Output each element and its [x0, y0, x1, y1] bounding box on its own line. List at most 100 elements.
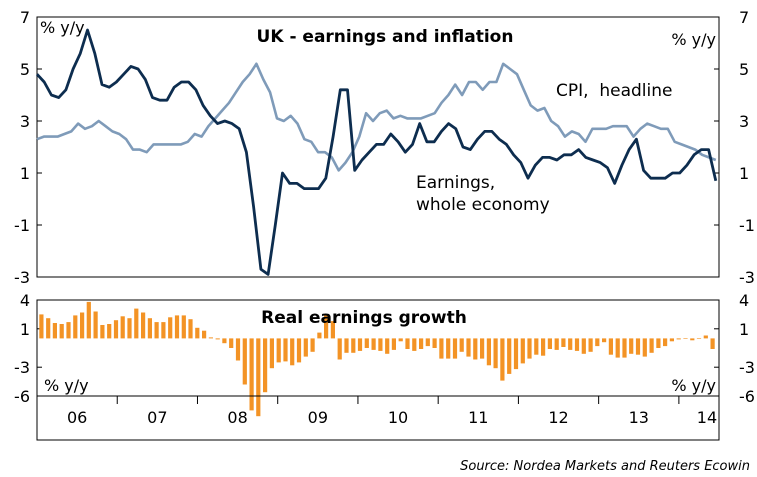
real-earnings-bar — [574, 338, 580, 351]
real-earnings-bar — [188, 319, 193, 339]
real-earnings-bar — [602, 338, 607, 343]
real-earnings-bar — [649, 338, 654, 353]
real-earnings-bar — [527, 338, 532, 359]
top-right-tick-label: 1 — [739, 164, 749, 183]
x-tick-label: 14 — [697, 408, 717, 427]
bottom-left-tick-label: -6 — [14, 387, 30, 406]
real-earnings-bar — [663, 338, 668, 347]
real-earnings-bar — [493, 338, 498, 369]
real-earnings-bar — [134, 308, 139, 339]
real-earnings-bar — [629, 338, 634, 354]
real-earnings-bar — [276, 338, 281, 363]
real-earnings-bar — [405, 338, 410, 349]
real-earnings-bar — [364, 338, 369, 348]
top-right-tick-label: 7 — [739, 8, 749, 27]
real-earnings-bar — [371, 338, 376, 350]
real-earnings-bar — [310, 338, 315, 352]
x-tick-label: 09 — [308, 408, 328, 427]
bottom-right-tick-label: 4 — [739, 291, 749, 310]
real-earnings-bar — [120, 316, 125, 339]
real-earnings-bar — [229, 338, 234, 348]
x-tick-label: 06 — [67, 408, 87, 427]
real-earnings-bar — [141, 312, 146, 339]
real-earnings-bar — [520, 338, 525, 364]
top-chart-title: UK - earnings and inflation — [257, 27, 514, 47]
x-tick-label: 12 — [548, 408, 568, 427]
real-earnings-bar — [635, 338, 641, 355]
real-earnings-bar — [100, 325, 105, 339]
real-earnings-bar — [419, 338, 424, 349]
real-earnings-bar — [242, 338, 247, 385]
real-earnings-bar — [202, 330, 207, 339]
bottom-right-tick-label: 1 — [739, 320, 749, 339]
real-earnings-bar — [86, 301, 91, 339]
real-earnings-bar — [290, 338, 295, 366]
x-tick-label: 11 — [468, 408, 488, 427]
real-earnings-bar — [46, 318, 51, 339]
real-earnings-bar — [541, 338, 546, 356]
real-earnings-bar — [391, 338, 396, 350]
top-right-tick-label: 3 — [739, 112, 749, 131]
real-earnings-bar — [446, 338, 451, 359]
bottom-left-axis-unit: % y/y — [44, 376, 89, 395]
real-earnings-bar — [608, 338, 613, 355]
real-earnings-bar — [507, 338, 512, 374]
bottom-right-tick-label: -3 — [739, 358, 755, 377]
real-earnings-bar — [595, 338, 600, 347]
real-earnings-bar — [669, 338, 674, 342]
real-earnings-bar — [568, 338, 573, 350]
real-earnings-bar — [703, 335, 708, 339]
real-earnings-bar — [398, 338, 403, 342]
real-earnings-bar — [480, 338, 485, 359]
real-earnings-bar — [466, 338, 471, 357]
x-tick-label: 10 — [388, 408, 408, 427]
bottom-left-tick-label: -3 — [14, 358, 30, 377]
top-left-axis-unit: % y/y — [40, 18, 85, 37]
cpi-line — [36, 62, 717, 172]
real-earnings-bar — [696, 338, 702, 339]
real-earnings-bar — [500, 338, 505, 381]
x-tick-label: 13 — [629, 408, 649, 427]
real-earnings-bar — [676, 338, 681, 340]
real-earnings-bar — [588, 338, 593, 352]
real-earnings-bar — [324, 315, 329, 339]
x-axis: 06 07 08 09 10 11 12 13 14 — [36, 395, 720, 441]
real-earnings-bar — [73, 315, 78, 339]
bottom-right-axis-unit: % y/y — [671, 376, 716, 395]
earnings-line — [35, 28, 718, 276]
real-earnings-bar — [683, 338, 688, 339]
real-earnings-bar — [615, 338, 620, 358]
x-tick-label: 08 — [227, 408, 247, 427]
real-earnings-bar — [473, 338, 478, 360]
real-earnings-bar — [168, 317, 173, 339]
real-earnings-bar — [317, 332, 322, 339]
bottom-left-tick-label: 4 — [20, 291, 30, 310]
bottom-panel: 4 4 1 1 -3 -3 -6 -6 — [14, 291, 755, 417]
real-earnings-bar — [80, 312, 85, 339]
top-left-tick-label: -1 — [14, 216, 30, 235]
real-earnings-bar — [195, 327, 200, 339]
real-earnings-bar — [351, 338, 356, 353]
real-earnings-bar — [344, 338, 349, 353]
real-earnings-bar — [622, 338, 627, 358]
real-earnings-bar — [59, 324, 64, 339]
real-earnings-bar — [66, 322, 71, 339]
top-left-tick-label: 5 — [20, 60, 30, 79]
real-earnings-bar — [263, 338, 268, 393]
real-earnings-bar — [439, 338, 444, 359]
real-earnings-bar — [412, 338, 417, 351]
real-earnings-bar — [93, 311, 98, 339]
real-earnings-bar — [330, 321, 335, 339]
real-earnings-bar — [222, 338, 227, 344]
earnings-series-label-line1: Earnings, — [416, 173, 495, 193]
real-earnings-bar — [547, 338, 552, 349]
real-earnings-bar — [127, 318, 132, 339]
real-earnings-bar — [113, 320, 119, 339]
real-earnings-bar — [235, 338, 241, 361]
real-earnings-bar — [174, 315, 180, 339]
bottom-chart-title: Real earnings growth — [261, 308, 467, 328]
real-earnings-bar — [642, 338, 647, 357]
real-earnings-bar — [154, 322, 159, 339]
top-left-tick-label: -3 — [14, 268, 30, 287]
